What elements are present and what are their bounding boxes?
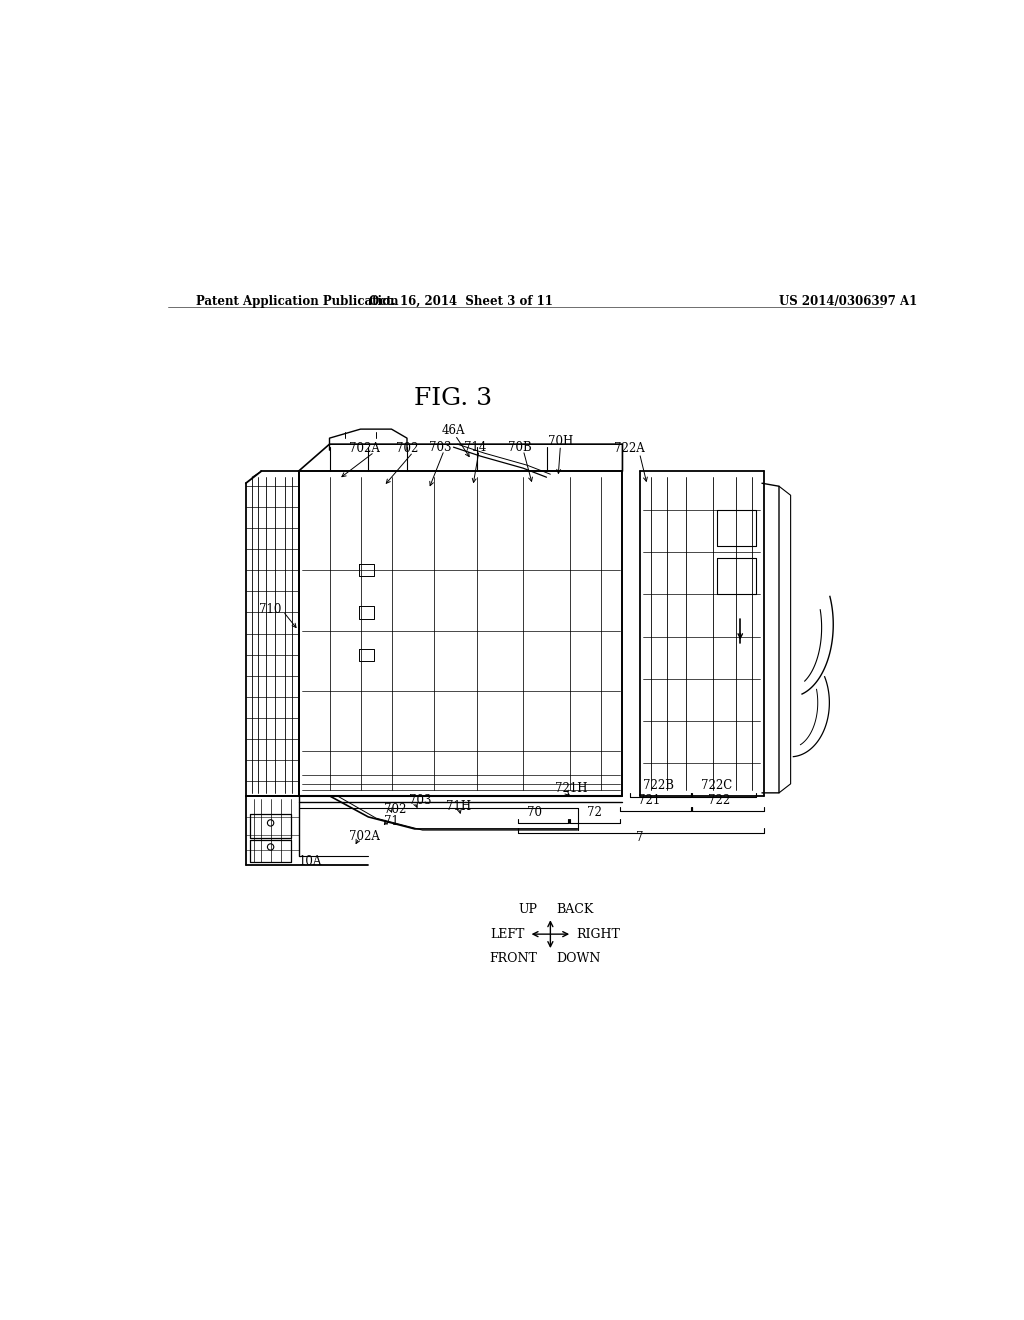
Text: 722A: 722A [614, 442, 645, 455]
Text: 714: 714 [464, 441, 486, 454]
Text: 702A: 702A [349, 830, 380, 842]
Text: 10A: 10A [298, 855, 322, 869]
Text: 722C: 722C [701, 779, 732, 792]
Text: 72: 72 [587, 805, 602, 818]
Text: 70H: 70H [548, 434, 573, 447]
Text: RIGHT: RIGHT [575, 928, 620, 941]
Text: FRONT: FRONT [489, 952, 538, 965]
Text: 710: 710 [259, 603, 281, 616]
Text: BACK: BACK [557, 903, 594, 916]
Text: 71H: 71H [445, 800, 471, 813]
Text: 702: 702 [396, 442, 418, 455]
Text: Patent Application Publication: Patent Application Publication [197, 296, 398, 308]
Text: Oct. 16, 2014  Sheet 3 of 11: Oct. 16, 2014 Sheet 3 of 11 [370, 296, 553, 308]
Text: 46A: 46A [441, 425, 465, 437]
Text: DOWN: DOWN [557, 952, 601, 965]
Text: 70B: 70B [508, 441, 532, 454]
Text: 703: 703 [429, 441, 452, 454]
Text: 702: 702 [384, 803, 407, 816]
Text: FIG. 3: FIG. 3 [415, 387, 493, 411]
Text: 703: 703 [409, 793, 431, 807]
Text: US 2014/0306397 A1: US 2014/0306397 A1 [779, 296, 918, 308]
Text: 702A: 702A [349, 442, 380, 455]
Text: 71: 71 [384, 816, 399, 828]
Text: 70: 70 [527, 805, 543, 818]
Text: UP: UP [518, 903, 538, 916]
Text: 721: 721 [638, 793, 660, 807]
Text: 721H: 721H [555, 781, 588, 795]
Text: 722B: 722B [643, 779, 675, 792]
Text: 7: 7 [636, 832, 643, 845]
Text: 722: 722 [709, 793, 730, 807]
Text: LEFT: LEFT [490, 928, 524, 941]
